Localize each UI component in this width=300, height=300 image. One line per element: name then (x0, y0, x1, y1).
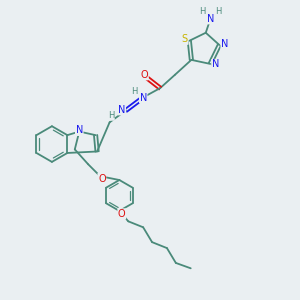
Text: H: H (199, 7, 205, 16)
Text: O: O (98, 173, 106, 184)
Text: O: O (141, 70, 148, 80)
Text: N: N (221, 39, 228, 50)
Text: H: H (108, 111, 114, 120)
Text: N: N (212, 59, 219, 70)
Text: H: H (215, 7, 222, 16)
Text: N: N (76, 125, 83, 135)
Text: N: N (206, 14, 214, 24)
Text: O: O (118, 209, 126, 219)
Text: N: N (140, 93, 147, 103)
Text: S: S (182, 34, 188, 44)
Text: N: N (118, 105, 125, 115)
Text: H: H (131, 87, 137, 96)
